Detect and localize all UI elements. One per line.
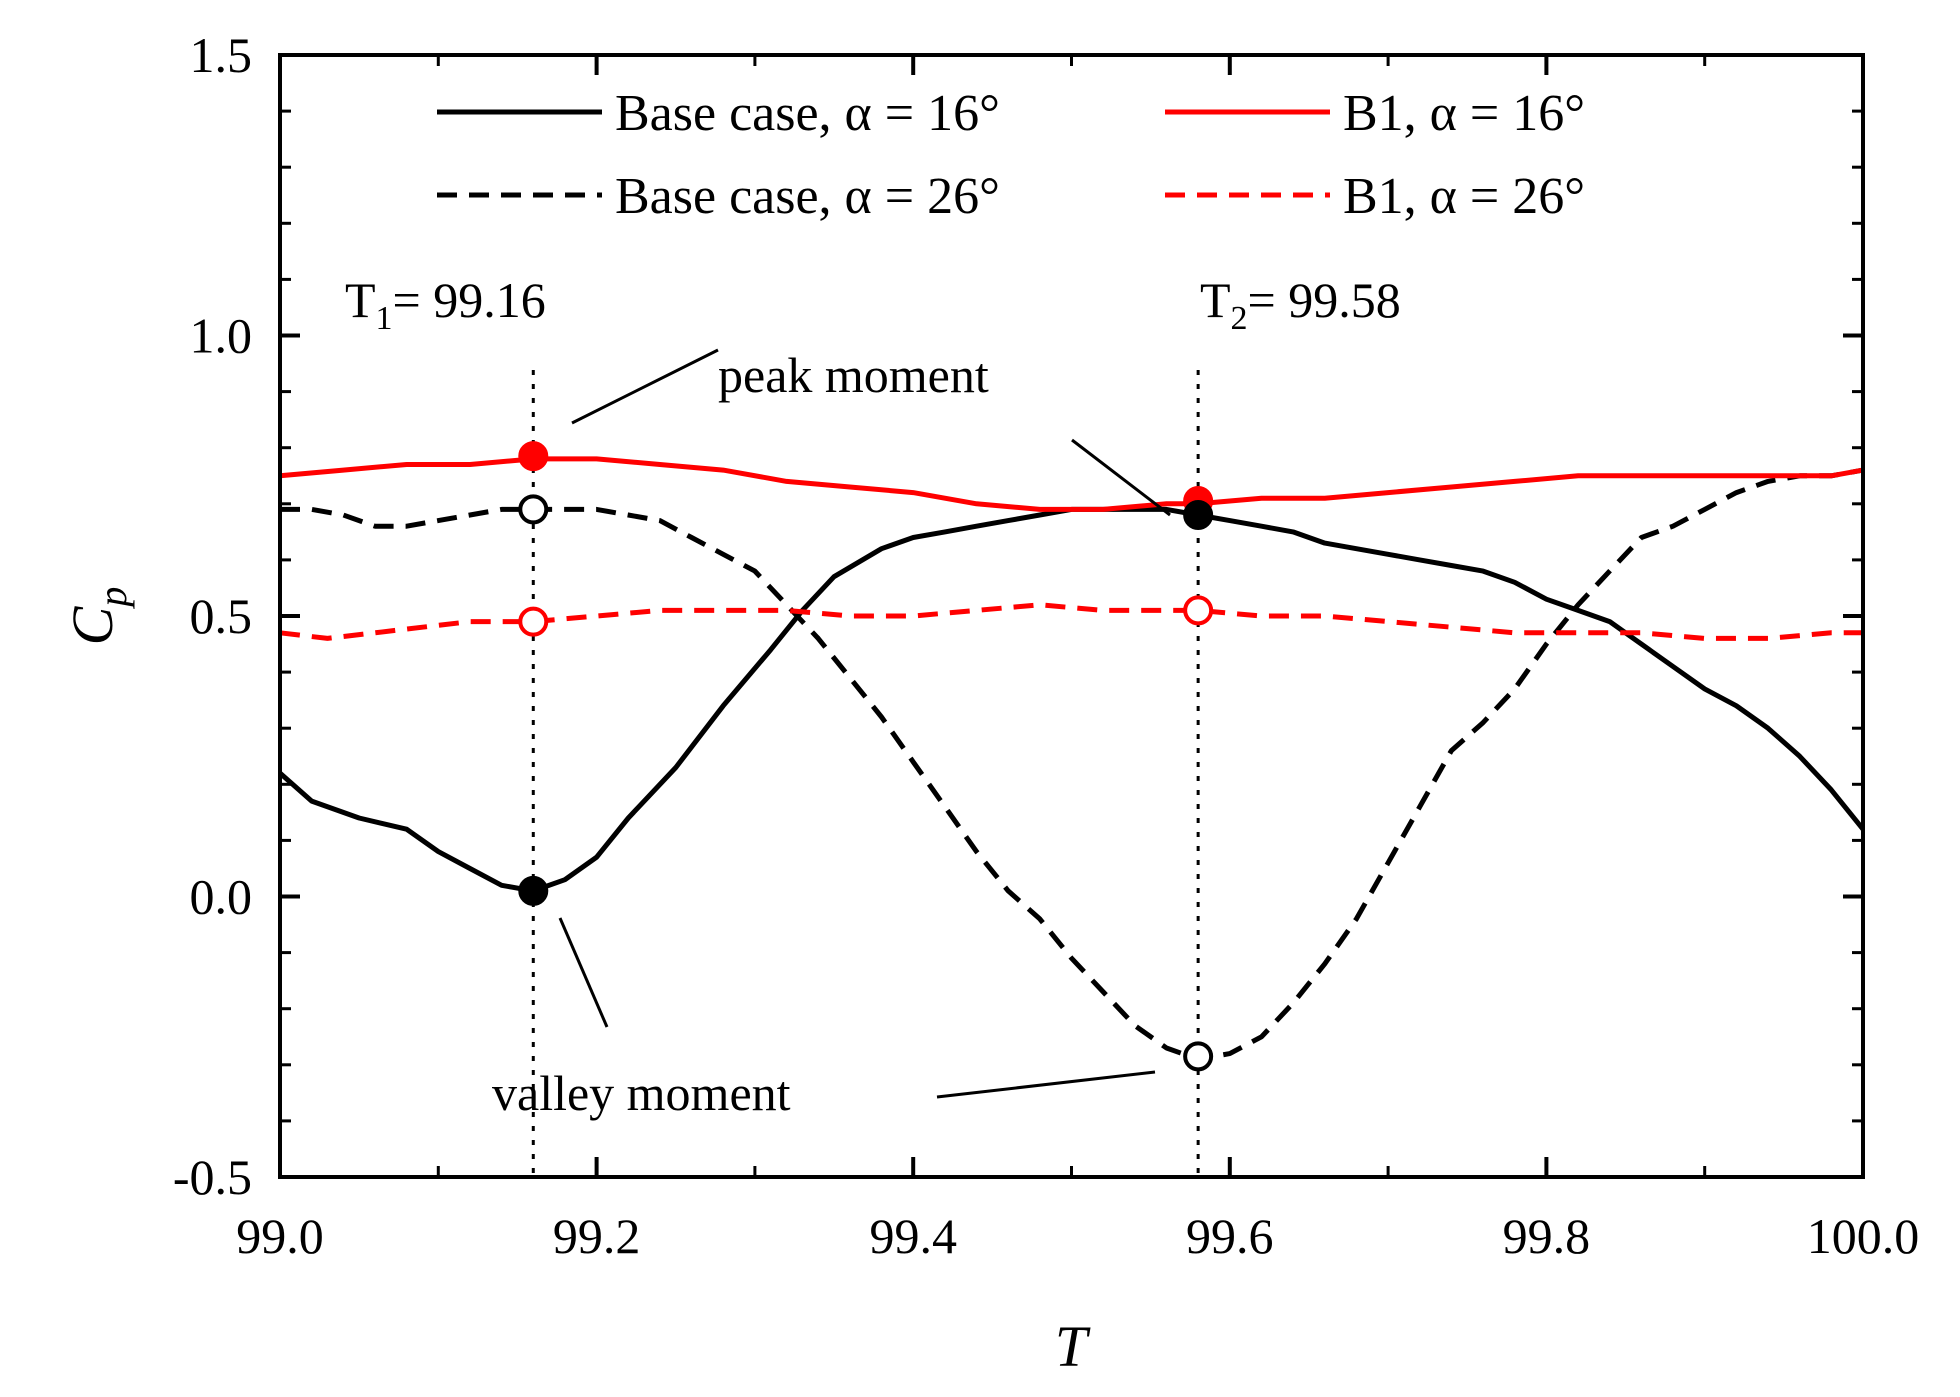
valley-leader-line-right: [936, 1070, 1156, 1099]
peak-leader-line-right: [1071, 438, 1171, 517]
series-line-b1-16: [279, 456, 1864, 512]
marker-base-case-16-3: [518, 875, 549, 906]
x-tick-label: 99.0: [236, 1208, 324, 1264]
marker-b1-26-6: [1183, 595, 1214, 626]
markers: [518, 441, 1214, 1072]
marker-b1-16-0: [518, 441, 549, 472]
x-tick-label: 99.2: [553, 1208, 641, 1264]
y-tick-label: 0.5: [190, 588, 253, 644]
marker-base-case-26-7: [1183, 1041, 1214, 1072]
y-tick-label: 1.0: [190, 308, 253, 364]
series-layer: [278, 456, 1865, 1062]
t2-label: T2= 99.58: [1200, 272, 1401, 337]
valley-leader-line-left: [558, 917, 609, 1028]
x-tick-label: 99.8: [1503, 1208, 1591, 1264]
y-tick-label: -0.5: [173, 1149, 252, 1205]
plot-frame: [278, 53, 1865, 1179]
legend-label-base-16: Base case, α = 16°: [615, 85, 1000, 142]
legend: Base case, α = 16° B1, α = 16° Base case…: [437, 85, 1585, 225]
series-line-b1-26: [279, 602, 1863, 641]
x-tick-label: 99.6: [1186, 1208, 1274, 1264]
peak-moment-label: peak moment: [718, 347, 989, 403]
series-line-base-case-16: [278, 506, 1865, 894]
y-tick-label: 0.0: [190, 869, 253, 925]
y-tick-label: 1.5: [190, 27, 253, 83]
peak-leader-line-left: [571, 348, 719, 425]
marker-base-case-16-5: [1183, 500, 1214, 531]
marker-b1-26-2: [518, 606, 549, 637]
axes: 99.0 99.2 99.4 99.6 99.8 100.0 -0.5 0.0 0.5 1.0 1.…: [173, 27, 1919, 1264]
marker-base-case-26-1: [518, 494, 549, 525]
y-axis-title: Cp: [60, 587, 135, 646]
legend-label-b1-26: B1, α = 26°: [1343, 168, 1585, 225]
reference-lines: [531, 370, 1200, 1177]
valley-moment-label: valley moment: [492, 1065, 791, 1121]
series-line-base-case-26: [280, 467, 1864, 1062]
x-tick-label: 99.4: [869, 1208, 957, 1264]
t1-label: T1= 99.16: [345, 272, 546, 337]
x-axis-title: T: [1055, 1314, 1091, 1379]
legend-label-base-26: Base case, α = 26°: [615, 168, 1000, 225]
legend-label-b1-16: B1, α = 16°: [1343, 85, 1585, 142]
x-tick-label: 100.0: [1807, 1208, 1920, 1264]
annotations: peak moment valley moment T1= 99.16 T2= …: [345, 272, 1401, 1121]
